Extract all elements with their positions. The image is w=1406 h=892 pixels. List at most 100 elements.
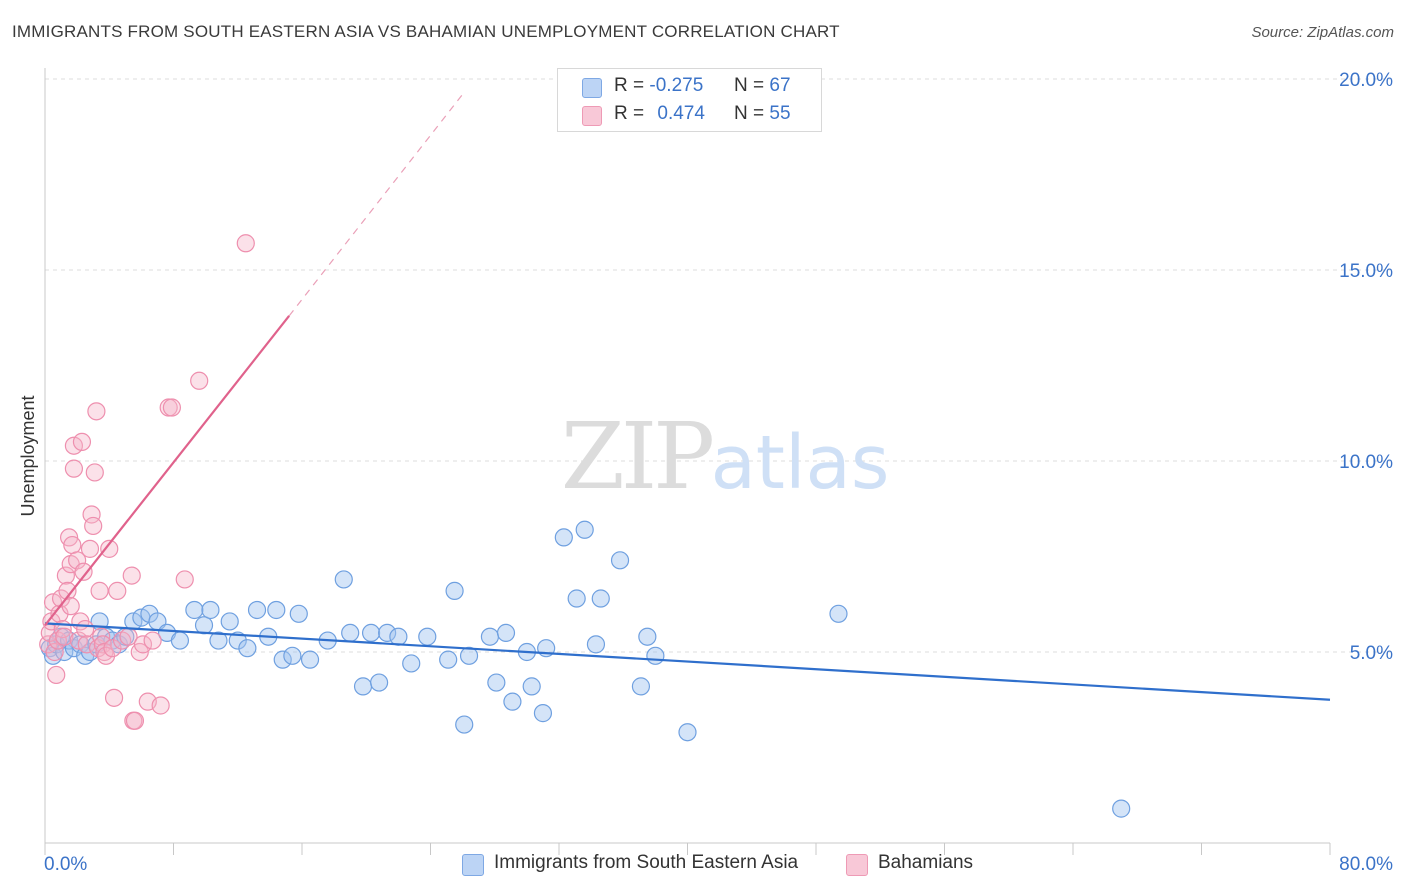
data-point-bahamians xyxy=(85,463,104,482)
data-point-immigrants xyxy=(289,604,308,623)
data-point-immigrants xyxy=(503,692,522,711)
data-point-bahamians xyxy=(77,635,96,654)
data-point-immigrants xyxy=(389,627,408,646)
data-point-bahamians xyxy=(90,581,109,600)
n-label: N = xyxy=(734,103,765,124)
data-point-bahamians xyxy=(87,402,106,421)
data-point-immigrants xyxy=(439,650,458,669)
data-point-immigrants xyxy=(238,639,257,658)
data-point-immigrants xyxy=(334,570,353,589)
watermark-atlas: atlas xyxy=(711,420,890,506)
data-point-immigrants xyxy=(283,646,302,665)
data-point-bahamians xyxy=(80,539,100,558)
n-label: N = xyxy=(734,75,765,96)
chart-title: IMMIGRANTS FROM SOUTH EASTERN ASIA VS BA… xyxy=(12,22,840,41)
data-point-bahamians xyxy=(47,665,66,685)
data-point-bahamians xyxy=(64,459,84,478)
data-point-immigrants xyxy=(591,589,610,608)
data-point-bahamians xyxy=(92,627,111,646)
blue-swatch-icon xyxy=(582,78,602,98)
data-point-bahamians xyxy=(72,432,92,451)
data-point-immigrants xyxy=(610,551,630,570)
data-point-immigrants xyxy=(418,627,437,646)
data-point-immigrants xyxy=(267,600,286,620)
data-point-immigrants xyxy=(55,642,74,662)
data-point-bahamians xyxy=(162,398,181,417)
y-tick-label: 5.0% xyxy=(1350,643,1393,664)
data-point-immigrants xyxy=(459,646,479,665)
y-tick-label: 20.0% xyxy=(1339,70,1393,91)
trendline-immigrants xyxy=(44,622,1331,701)
blue-swatch-icon xyxy=(462,854,484,876)
trendline-bahamians xyxy=(44,315,291,626)
data-point-immigrants xyxy=(455,715,474,734)
data-point-immigrants xyxy=(638,627,657,646)
pink-swatch-icon xyxy=(582,106,602,126)
data-point-bahamians xyxy=(175,570,194,589)
data-point-bahamians xyxy=(103,639,122,658)
data-point-immigrants xyxy=(185,600,204,620)
legend-label: Bahamians xyxy=(878,852,974,873)
data-point-immigrants xyxy=(201,600,220,620)
data-point-immigrants xyxy=(353,677,373,696)
r-label: R = xyxy=(614,103,645,124)
data-point-immigrants xyxy=(480,627,500,646)
data-point-immigrants xyxy=(445,581,464,600)
data-point-immigrants xyxy=(496,623,516,643)
data-point-immigrants xyxy=(829,604,848,623)
data-point-immigrants xyxy=(273,650,292,669)
data-point-bahamians xyxy=(76,619,95,639)
r-value: -0.275 xyxy=(649,75,704,96)
legend-label: Immigrants from South Eastern Asia xyxy=(494,852,799,873)
r-value: 0.474 xyxy=(657,103,705,124)
pink-swatch-icon xyxy=(846,854,868,876)
data-point-immigrants xyxy=(646,646,665,665)
r-label: R = xyxy=(614,75,645,96)
data-point-bahamians xyxy=(236,234,255,253)
x-tick-label: 0.0% xyxy=(44,854,87,875)
data-point-bahamians xyxy=(58,581,77,600)
series-legend: Immigrants from South Eastern Asia Baham… xyxy=(0,851,1406,877)
data-point-bahamians xyxy=(39,635,58,654)
data-point-immigrants xyxy=(300,650,320,669)
data-point-immigrants xyxy=(487,673,506,692)
data-point-immigrants xyxy=(678,723,697,742)
data-point-bahamians xyxy=(100,539,119,558)
watermark-zip: ZIP xyxy=(561,403,712,510)
data-point-bahamians xyxy=(61,597,80,616)
n-value: 55 xyxy=(769,103,791,124)
data-point-immigrants xyxy=(554,528,573,547)
data-point-immigrants xyxy=(533,704,553,723)
data-point-bahamians xyxy=(45,642,64,662)
data-point-bahamians xyxy=(84,516,103,536)
data-point-bahamians xyxy=(143,631,162,650)
data-point-bahamians xyxy=(68,551,87,570)
x-tick-label: 80.0% xyxy=(1339,854,1393,875)
data-point-immigrants xyxy=(586,635,606,654)
data-point-bahamians xyxy=(125,711,145,730)
data-point-immigrants xyxy=(341,623,360,643)
y-axis-label: Unemployment xyxy=(18,395,38,516)
data-point-bahamians xyxy=(108,581,127,600)
y-tick-label: 10.0% xyxy=(1339,452,1393,473)
data-point-bahamians xyxy=(82,505,101,524)
data-point-immigrants xyxy=(220,612,239,631)
data-point-bahamians xyxy=(151,696,170,715)
source-label: Source: ZipAtlas.com xyxy=(1251,24,1394,41)
data-point-bahamians xyxy=(55,627,74,646)
data-point-immigrants xyxy=(170,631,190,650)
data-point-immigrants xyxy=(370,673,389,692)
data-point-bahamians xyxy=(96,646,116,665)
trendline-bahamians-extension xyxy=(288,93,464,317)
data-point-bahamians xyxy=(104,688,124,707)
data-point-immigrants xyxy=(402,654,421,673)
data-point-immigrants xyxy=(522,677,541,696)
data-point-immigrants xyxy=(247,600,267,620)
data-point-immigrants xyxy=(631,677,651,696)
data-point-bahamians xyxy=(122,566,141,585)
n-value: 67 xyxy=(769,75,791,96)
data-point-immigrants xyxy=(567,589,586,608)
data-point-bahamians xyxy=(190,371,209,390)
data-point-bahamians xyxy=(56,566,75,585)
